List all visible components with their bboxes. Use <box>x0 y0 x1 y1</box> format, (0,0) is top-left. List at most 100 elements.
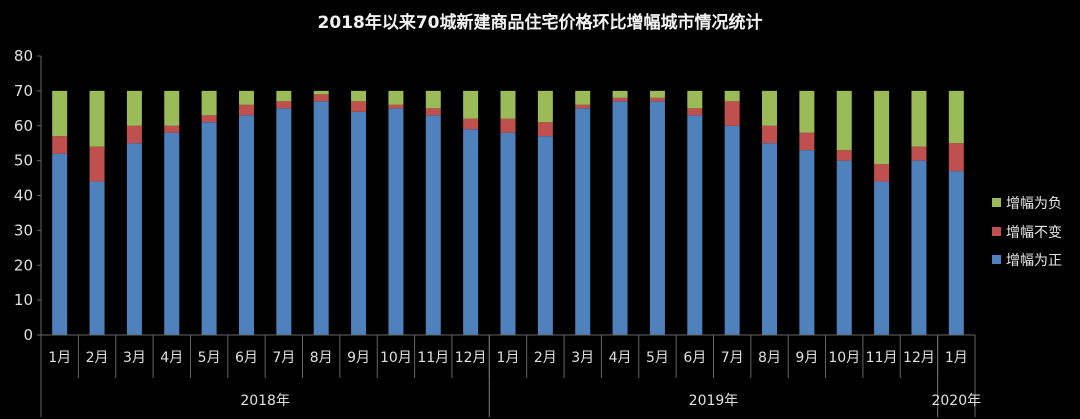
bar-segment-positive <box>201 122 217 335</box>
x-tick-label: 5月 <box>646 350 669 366</box>
x-tick-label: 2月 <box>534 350 557 366</box>
y-tick-label: 10 <box>14 291 33 309</box>
x-tick-label: 3月 <box>123 350 146 366</box>
bar-segment-positive <box>238 115 254 335</box>
bar-segment-positive <box>351 111 367 335</box>
x-tick-label: 12月 <box>903 350 935 366</box>
bar-segment-negative <box>313 90 329 95</box>
x-tick-label: 8月 <box>758 350 781 366</box>
bar-segment-unchanged <box>762 125 778 144</box>
bar-segment-unchanged <box>874 164 890 182</box>
x-tick-label: 11月 <box>417 350 449 366</box>
bar-segment-positive <box>762 143 778 335</box>
bar-segment-negative <box>164 90 180 126</box>
bar-segment-positive <box>313 101 329 336</box>
bar-segment-negative <box>126 90 142 126</box>
bar-segment-unchanged <box>836 150 852 161</box>
bar-segment-negative <box>388 90 404 105</box>
bar-segment-positive <box>575 108 591 335</box>
bar-segment-positive <box>126 143 142 335</box>
y-tick-label: 30 <box>14 221 33 239</box>
bar-segment-positive <box>687 115 703 335</box>
bar-segment-positive <box>276 108 292 335</box>
x-tick-label: 8月 <box>310 350 333 366</box>
bar-segment-unchanged <box>948 143 964 172</box>
bar-segment-negative <box>575 90 591 105</box>
bar-segment-unchanged <box>687 108 703 116</box>
x-tick-label: 12月 <box>455 350 487 366</box>
legend-swatch <box>992 227 1001 236</box>
x-tick-label: 10月 <box>380 350 412 366</box>
legend: 增幅为正 增幅不变 增幅为负 <box>992 196 1062 269</box>
bar-segment-negative <box>52 90 68 137</box>
bar-segment-unchanged <box>537 122 553 137</box>
bar-segment-positive <box>164 132 180 335</box>
bar-segment-negative <box>649 90 665 98</box>
y-tick-label: 60 <box>14 117 33 135</box>
bar-segment-unchanged <box>612 97 628 102</box>
y-tick-label: 20 <box>14 256 33 274</box>
legend-label: 增幅不变 <box>1006 225 1062 241</box>
bar-segment-unchanged <box>52 136 68 154</box>
bar-segment-negative <box>762 90 778 126</box>
bar-segment-unchanged <box>425 108 441 116</box>
bar-segment-positive <box>948 171 964 335</box>
bar-segment-negative <box>724 90 740 102</box>
bars <box>52 90 964 336</box>
legend-label: 增幅为负 <box>1006 196 1062 212</box>
x-axis: 1月 2月 3月 4月 5月 6月 7月 8月 9月 10月 11月 12月 1月 2月 3月 4月 5月 6月 7… <box>40 334 981 417</box>
bar-segment-positive <box>500 132 516 335</box>
x-tick-label: 9月 <box>795 350 818 366</box>
bar-segment-unchanged <box>500 118 516 133</box>
bar-segment-negative <box>687 90 703 109</box>
bar-segment-negative <box>836 90 852 151</box>
bar-segment-negative <box>201 90 217 116</box>
bar-segment-negative <box>500 90 516 119</box>
bar-segment-unchanged <box>89 146 105 182</box>
bar-segment-unchanged <box>126 125 142 144</box>
bar-segment-negative <box>799 90 815 133</box>
bar-segment-unchanged <box>201 115 217 123</box>
chart-title: 2018年以来70城新建商品住宅价格环比增幅城市情况统计 <box>318 12 763 33</box>
bar-segment-positive <box>463 129 479 335</box>
bar-segment-unchanged <box>164 125 180 133</box>
bar-segment-positive <box>724 125 740 335</box>
bar-segment-negative <box>948 90 964 144</box>
x-tick-label: 9月 <box>347 350 370 366</box>
x-tick-label: 6月 <box>235 350 258 366</box>
bar-segment-negative <box>463 90 479 119</box>
bar-segment-unchanged <box>238 104 254 116</box>
bar-segment-negative <box>911 90 927 147</box>
x-tick-label: 4月 <box>160 350 183 366</box>
bar-segment-positive <box>874 181 890 335</box>
x-tick-label: 1月 <box>48 350 71 366</box>
bar-segment-unchanged <box>388 104 404 109</box>
x-tick-label: 10月 <box>828 350 860 366</box>
bar-segment-positive <box>425 115 441 335</box>
x-group-label: 2020年 <box>931 393 981 409</box>
x-group-label: 2018年 <box>240 393 290 409</box>
bar-segment-positive <box>52 153 68 335</box>
bar-segment-positive <box>799 150 815 335</box>
bar-segment-negative <box>874 90 890 165</box>
bar-segment-unchanged <box>911 146 927 161</box>
bar-segment-positive <box>911 160 927 335</box>
x-tick-label: 1月 <box>945 350 968 366</box>
y-tick-label: 70 <box>14 82 33 100</box>
x-tick-label: 2月 <box>86 350 109 366</box>
bar-segment-unchanged <box>351 101 367 112</box>
bar-segment-negative <box>537 90 553 123</box>
bar-segment-negative <box>612 90 628 98</box>
legend-swatch <box>992 198 1001 207</box>
x-tick-label: 5月 <box>198 350 221 366</box>
bar-segment-negative <box>351 90 367 102</box>
x-tick-label: 1月 <box>497 350 520 366</box>
bar-segment-positive <box>537 136 553 335</box>
bar-segment-negative <box>89 90 105 147</box>
bar-segment-unchanged <box>799 132 815 151</box>
x-group-label: 2019年 <box>689 393 739 409</box>
bar-segment-positive <box>649 101 665 336</box>
bar-segment-positive <box>836 160 852 335</box>
bar-segment-unchanged <box>463 118 479 130</box>
